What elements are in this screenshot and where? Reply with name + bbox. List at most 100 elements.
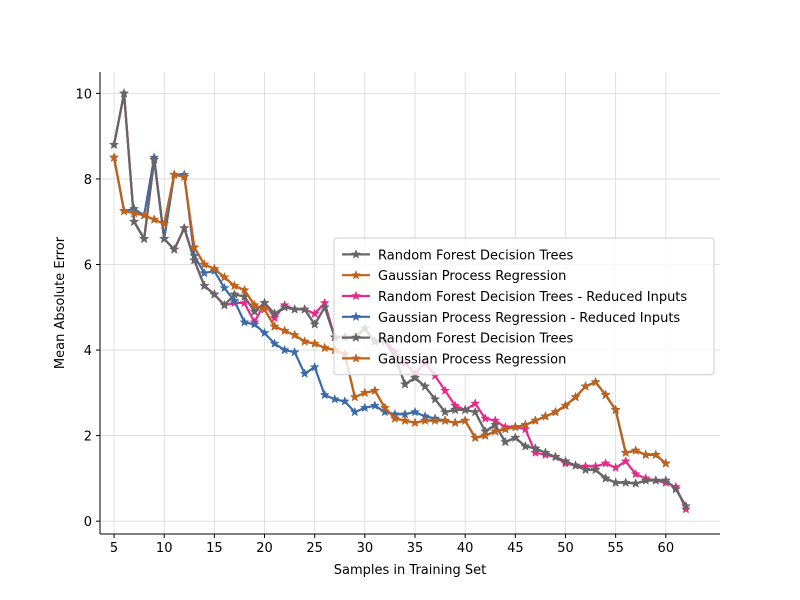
legend-marker	[350, 332, 362, 342]
data-point	[510, 432, 521, 443]
data-point	[610, 477, 621, 487]
data-point	[610, 404, 621, 415]
data-point	[179, 171, 190, 182]
data-point	[399, 378, 411, 389]
data-point	[289, 329, 300, 340]
data-point	[139, 209, 150, 220]
data-point	[189, 254, 200, 265]
x-tick-label: 40	[457, 541, 474, 556]
data-point	[409, 372, 421, 383]
data-point	[319, 389, 330, 400]
data-point	[470, 406, 481, 417]
data-point	[540, 447, 551, 458]
data-point	[610, 462, 621, 472]
legend-box	[333, 237, 715, 376]
data-point	[660, 475, 671, 485]
data-point	[480, 430, 491, 440]
x-tick-label: 15	[206, 541, 223, 556]
data-point	[199, 280, 210, 291]
data-point	[108, 139, 120, 150]
data-point	[169, 244, 180, 254]
data-point	[680, 500, 691, 511]
data-point	[239, 284, 250, 295]
data-point	[630, 445, 641, 455]
series-6	[108, 152, 671, 468]
data-point	[500, 436, 511, 447]
legend: Random Forest Decision Trees Gaussian Pro…	[333, 237, 715, 376]
x-axis-title: Samples in Training Set	[334, 563, 486, 578]
legend-label: Gaussian Process Regression	[378, 352, 566, 367]
data-point	[359, 387, 370, 398]
data-point	[339, 396, 350, 406]
data-point	[219, 272, 230, 282]
data-point	[219, 282, 230, 293]
data-point	[520, 440, 531, 451]
data-point	[269, 308, 280, 318]
data-point	[369, 400, 380, 410]
data-point	[349, 391, 360, 402]
data-point	[530, 443, 541, 453]
data-point	[199, 259, 210, 269]
data-point	[139, 233, 150, 244]
data-point	[279, 301, 290, 312]
data-point	[620, 477, 631, 487]
legend-marker	[350, 311, 362, 322]
data-point	[590, 464, 601, 475]
data-point	[149, 154, 160, 164]
data-point	[460, 404, 471, 415]
data-point	[500, 423, 511, 434]
data-point	[419, 415, 431, 425]
data-point	[299, 304, 310, 314]
data-point	[470, 432, 481, 443]
data-point	[409, 417, 421, 428]
x-tick-label: 5	[110, 541, 118, 556]
data-point	[279, 325, 290, 336]
legend-label: Random Forest Decision Trees	[378, 248, 574, 263]
data-point	[580, 381, 591, 391]
data-point	[620, 455, 631, 466]
data-point	[570, 460, 581, 470]
y-tick-label: 0	[84, 515, 92, 530]
data-point	[480, 413, 491, 423]
data-point	[219, 299, 230, 310]
data-point	[189, 242, 200, 252]
data-point	[450, 404, 461, 415]
data-point	[389, 413, 401, 423]
data-point	[309, 308, 320, 318]
data-point	[269, 312, 280, 323]
data-point	[520, 423, 531, 434]
data-point	[419, 381, 431, 391]
data-point	[369, 385, 380, 395]
data-point	[470, 398, 481, 408]
data-point	[269, 321, 280, 331]
data-point	[560, 400, 571, 410]
data-point	[580, 464, 591, 475]
data-point	[530, 415, 541, 425]
data-point	[229, 280, 240, 291]
data-point	[660, 458, 671, 468]
data-point	[119, 205, 130, 216]
grid	[100, 72, 720, 534]
legend-marker	[350, 249, 362, 259]
data-point	[129, 216, 140, 227]
data-point	[299, 336, 310, 346]
legend-marker	[350, 269, 362, 280]
data-point	[309, 338, 320, 348]
data-point	[590, 376, 601, 387]
data-point	[349, 406, 360, 417]
data-point	[319, 301, 330, 312]
ticks: 5 10 15 20 25 30 35 40 45 50 55 60 0 2 4 6 8 10	[75, 87, 674, 556]
data-point	[600, 389, 611, 400]
data-point	[379, 402, 390, 413]
data-point	[279, 344, 290, 355]
y-tick-label: 6	[84, 259, 92, 274]
data-point	[570, 391, 581, 402]
legend-label: Random Forest Decision Trees	[378, 332, 574, 347]
x-tick-label: 45	[507, 541, 524, 556]
data-point	[640, 475, 651, 485]
data-point	[600, 473, 611, 483]
legend-label: Gaussian Process Regression	[378, 269, 566, 284]
data-point	[229, 289, 240, 299]
data-point	[129, 207, 140, 218]
